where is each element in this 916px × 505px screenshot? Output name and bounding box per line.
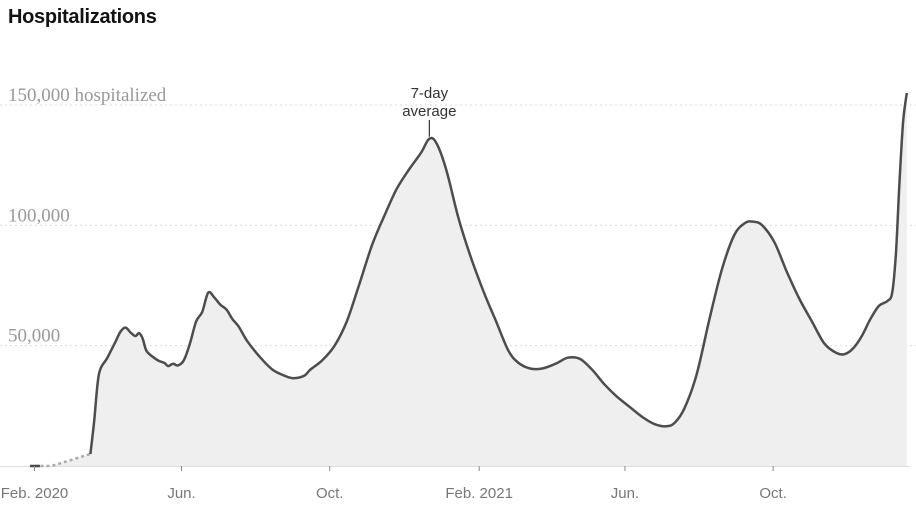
- annotation-label-0: 7-day: [411, 85, 449, 102]
- x-tick-label-4: Jun.: [611, 485, 639, 502]
- x-tick-label-0: Feb. 2020: [1, 485, 69, 502]
- y-tick-label-2: 50,000: [8, 326, 60, 347]
- x-tick-label-5: Oct.: [759, 485, 787, 502]
- series-line-dashed: [34, 452, 91, 468]
- x-tick-label-1: Jun.: [167, 485, 195, 502]
- area-fill: [34, 93, 907, 466]
- x-tick-label-2: Oct.: [316, 485, 344, 502]
- chart-title: Hospitalizations: [8, 6, 157, 28]
- y-tick-label-1: 100,000: [8, 205, 70, 226]
- y-tick-label-0: 150,000 hospitalized: [8, 85, 167, 106]
- series-line: [89, 92, 909, 455]
- x-tick-label-3: Feb. 2021: [445, 485, 513, 502]
- annotation-label-1: average: [402, 103, 456, 120]
